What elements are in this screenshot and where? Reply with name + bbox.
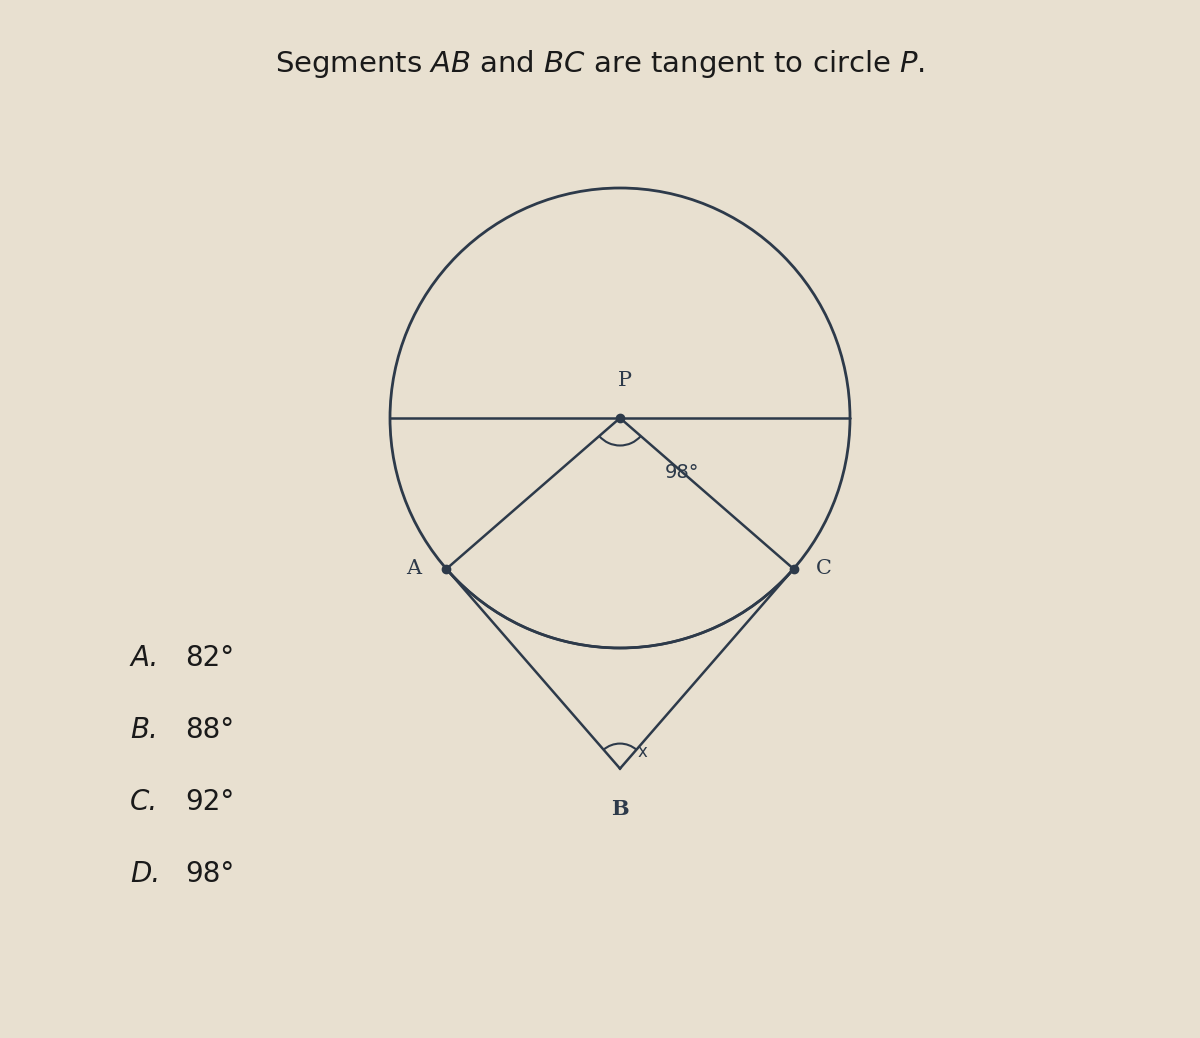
Text: 98°: 98° — [665, 463, 700, 482]
Text: 88°: 88° — [185, 716, 234, 744]
Text: A: A — [407, 559, 421, 578]
Text: A.: A. — [130, 644, 158, 672]
Text: x: x — [638, 742, 648, 761]
Text: P: P — [618, 371, 632, 390]
Text: B: B — [611, 798, 629, 819]
Text: C: C — [816, 559, 832, 578]
Text: 98°: 98° — [185, 861, 234, 887]
Text: 92°: 92° — [185, 788, 234, 816]
Text: Segments $AB$ and $BC$ are tangent to circle $P$.: Segments $AB$ and $BC$ are tangent to ci… — [275, 48, 925, 80]
Text: C.: C. — [130, 788, 158, 816]
Text: D.: D. — [130, 861, 161, 887]
Text: B.: B. — [130, 716, 158, 744]
Text: 82°: 82° — [185, 644, 234, 672]
